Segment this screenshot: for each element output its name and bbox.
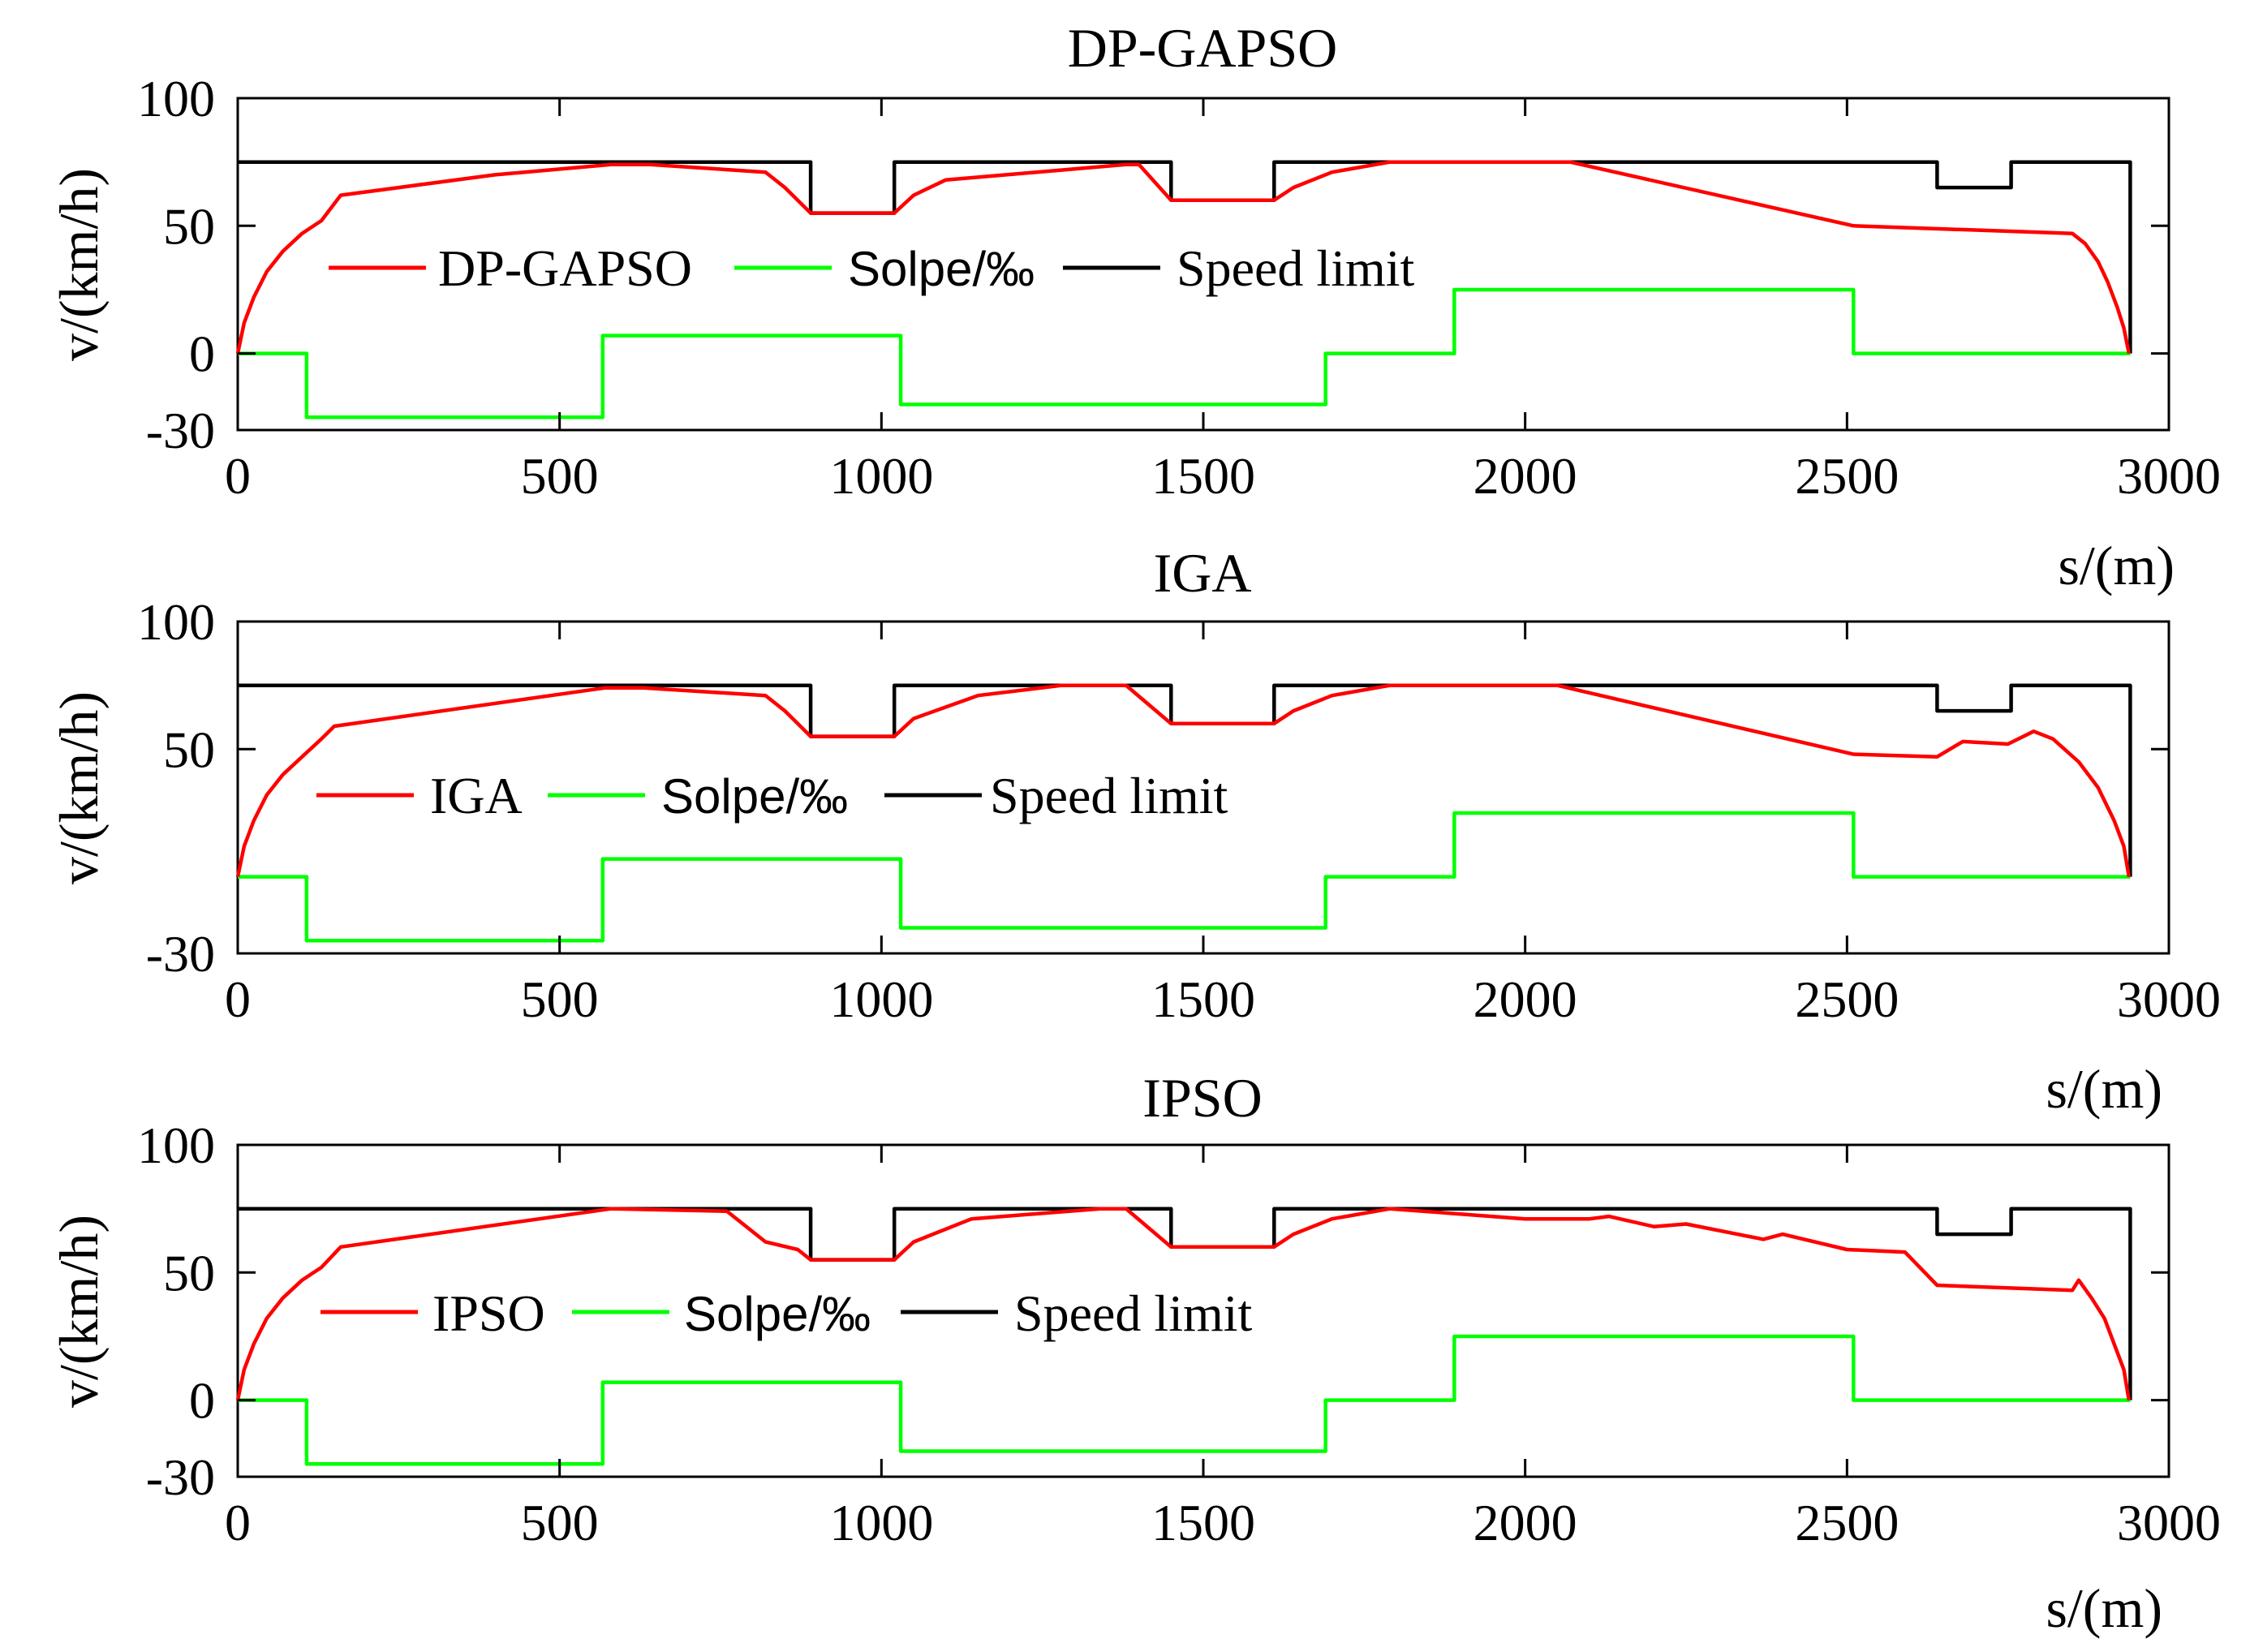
legend-label-limit: Speed limit — [1177, 239, 1415, 297]
x-axis-label: s/(m) — [2058, 535, 2175, 596]
legend-label-speed: IPSO — [432, 1284, 545, 1342]
x-tick-label: 2500 — [1795, 970, 1899, 1028]
y-tick-label: 100 — [137, 70, 215, 127]
x-axis-label: s/(m) — [2046, 1577, 2162, 1639]
x-tick-label: 1500 — [1151, 970, 1255, 1028]
x-tick-label: 3000 — [2117, 970, 2221, 1028]
x-tick-label: 2000 — [1473, 1494, 1577, 1551]
x-tick-label: 3000 — [2117, 447, 2221, 505]
x-tick-label: 2000 — [1473, 970, 1577, 1028]
x-tick-label: 1000 — [829, 447, 933, 505]
legend: IGA Solpe/‰ Speed limit — [316, 767, 1228, 824]
y-axis-label: v/(km/h) — [48, 1215, 110, 1408]
legend: DP-GAPSO Solpe/‰ Speed limit — [329, 239, 1415, 297]
series-layer — [235, 1207, 2132, 1466]
series-line-speed — [235, 160, 2132, 355]
y-tick-label: 0 — [189, 1372, 215, 1430]
legend-label-limit: Speed limit — [1014, 1284, 1253, 1342]
series-line-speed — [235, 1207, 2132, 1401]
x-tick-label: 1000 — [829, 1494, 933, 1551]
y-tick-label: 50 — [163, 197, 215, 255]
y-axis-label: v/(km/h) — [48, 691, 110, 884]
x-axis-label: s/(m) — [2046, 1058, 2162, 1120]
series-layer — [235, 683, 2132, 943]
x-tick-label: 1500 — [1151, 1494, 1255, 1551]
x-tick-label: 0 — [225, 970, 251, 1028]
x-tick-label: 2000 — [1473, 447, 1577, 505]
x-tick-label: 0 — [225, 447, 251, 505]
y-tick-label: 50 — [163, 721, 215, 778]
x-tick-label: 500 — [521, 1494, 599, 1551]
y-tick-label: 100 — [137, 1116, 215, 1174]
x-tick-label: 1500 — [1151, 447, 1255, 505]
y-tick-label: -30 — [146, 402, 215, 459]
y-tick-label: -30 — [146, 1448, 215, 1506]
x-tick-label: 2500 — [1795, 447, 1899, 505]
legend-label-limit: Speed limit — [990, 767, 1228, 824]
x-tick-label: 0 — [225, 1494, 251, 1551]
legend: IPSO Solpe/‰ Speed limit — [321, 1284, 1253, 1342]
legend-label-speed: IGA — [430, 767, 523, 824]
chart-title: IPSO — [1142, 1067, 1262, 1129]
legend-label-slope: Solpe/‰ — [661, 769, 848, 824]
x-tick-label: 2500 — [1795, 1494, 1899, 1551]
legend-label-slope: Solpe/‰ — [684, 1287, 871, 1341]
series-layer — [235, 160, 2132, 419]
legend-label-speed: DP-GAPSO — [438, 239, 692, 297]
series-line-speed — [235, 683, 2132, 878]
panel-dp-gapso: DP-GAPSO 0 500 1000 1500 2000 2500 3000100500-… — [48, 17, 2221, 596]
tick-layer: 0 500 1000 1500 2000 2500 3000 100 50 -30 — [137, 593, 2221, 1028]
x-tick-label: 3000 — [2117, 1494, 2221, 1551]
x-tick-label: 500 — [521, 447, 599, 505]
chart-title: DP-GAPSO — [1068, 17, 1338, 79]
y-tick-label: 100 — [137, 593, 215, 651]
y-tick-label: 50 — [163, 1244, 215, 1301]
series-line-slope — [238, 811, 2131, 943]
y-axis-label: v/(km/h) — [48, 168, 110, 361]
x-tick-label: 1000 — [829, 970, 933, 1028]
y-tick-label: 0 — [189, 325, 215, 383]
chart-title: IGA — [1154, 542, 1252, 604]
x-tick-label: 500 — [521, 970, 599, 1028]
legend-label-slope: Solpe/‰ — [848, 242, 1035, 296]
panel-iga: IGA 0 500 1000 1500 2000 2500 3000 100 50 -30 v/(… — [48, 542, 2221, 1120]
series-line-slope — [238, 287, 2131, 419]
y-tick-label: -30 — [146, 925, 215, 983]
series-line-slope — [238, 1334, 2131, 1466]
